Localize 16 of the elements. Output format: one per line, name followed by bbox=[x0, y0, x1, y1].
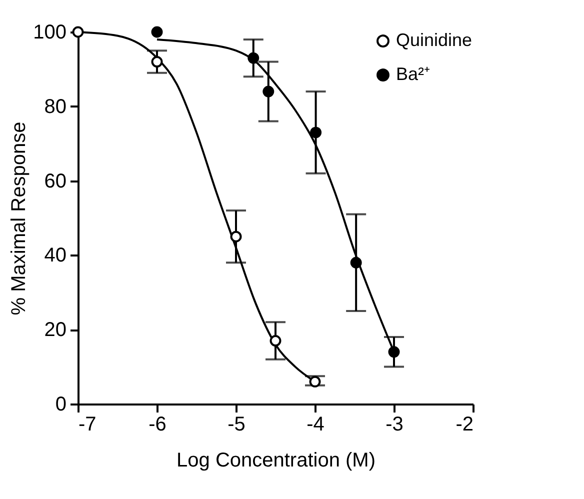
y-tick-label: 40 bbox=[44, 244, 66, 267]
x-tick-label: -4 bbox=[306, 414, 324, 436]
y-tick-label: 20 bbox=[44, 319, 66, 342]
x-tick-label: -2 bbox=[456, 414, 474, 436]
x-axis-title: Log Concentration (M) bbox=[176, 450, 376, 472]
y-tick-label: 60 bbox=[44, 170, 66, 192]
legend-label: Ba²⁺ bbox=[396, 64, 430, 84]
x-tick-label: -3 bbox=[386, 414, 404, 436]
y-tick-label: 0 bbox=[55, 394, 66, 416]
legend-label: Quinidine bbox=[396, 30, 472, 50]
y-tick-label: 100 bbox=[33, 22, 66, 44]
y-tick-label: 80 bbox=[44, 96, 66, 118]
x-tick-label: -5 bbox=[228, 414, 246, 436]
x-tick-label: -7 bbox=[78, 414, 96, 436]
x-tick-label: -6 bbox=[148, 414, 166, 436]
y-axis-title: % Maximal Response bbox=[8, 122, 30, 316]
